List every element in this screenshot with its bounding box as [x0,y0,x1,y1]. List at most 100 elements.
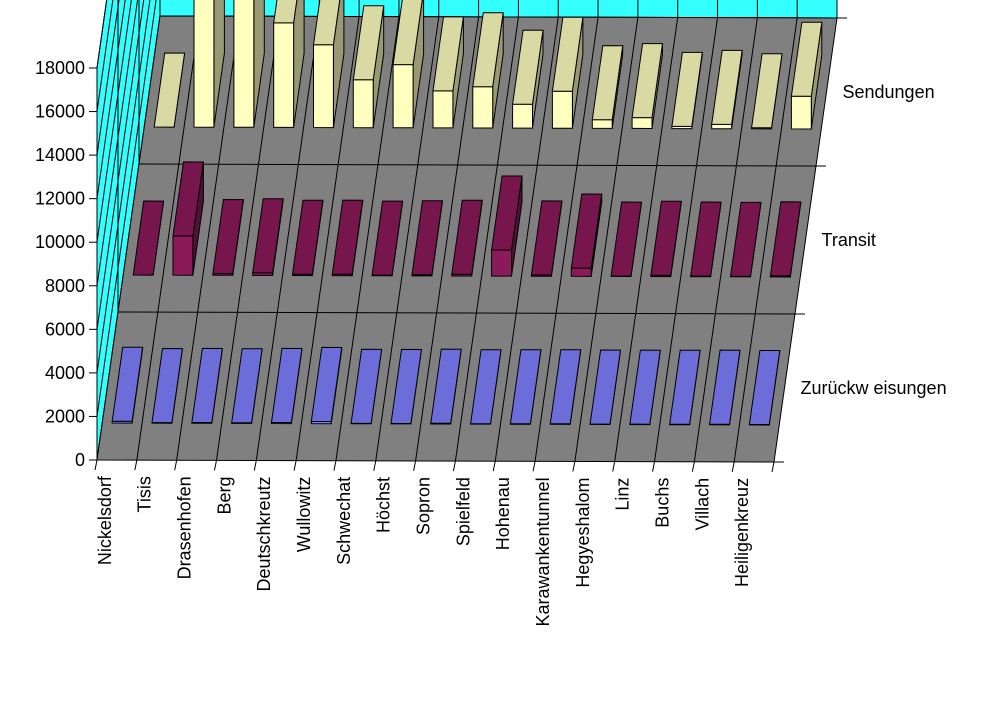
bar-top [631,43,664,119]
bar-transit-buchs [690,201,722,278]
value-gridline [96,0,139,286]
bar-zurückw-eisungen-deutschkreutz [270,347,303,425]
value-gridline [96,0,145,330]
series-label: Zurückw eisungen [801,378,947,398]
bar-transit-karawankentunnel [570,193,603,277]
bar-top [153,52,186,128]
bar-sendungen-heiligenkreuz [790,21,823,130]
y-tick-label: 10000 [35,232,85,252]
bar-transit-linz [650,200,682,278]
bar-top [252,198,284,274]
x-tick [413,460,417,472]
bar-top [711,49,743,125]
chart-bars [111,0,823,426]
bar-sendungen-tisis [193,0,225,128]
bar-top [411,200,443,276]
floor-gridline [534,17,599,462]
y-tick-label: 6000 [45,319,85,339]
bar-top [589,349,622,425]
x-tick [652,461,656,472]
bar-front [591,119,613,129]
bar-top [331,199,364,275]
bar-sendungen-hegyeshalom [631,43,664,130]
floor-gridline [494,17,559,462]
bar-sendungen-linz [671,51,703,130]
y-tick-label: 0 [75,450,85,470]
floor-gridline [693,17,758,462]
category-label: Linz [613,478,633,511]
bar-top [132,200,165,276]
bar-zurückw-eisungen-drasenhofen [191,347,223,424]
bar-transit-sopron [451,199,483,277]
floor-gridline [215,16,280,461]
bar-top [430,348,462,424]
bar-top [472,12,504,88]
bar-top [509,349,542,425]
category-label: Buchs [652,478,672,528]
bar-top [212,198,244,275]
bar-zurückw-eisungen-linz [629,349,661,426]
floor-gridline [136,16,201,461]
bar-top [629,349,661,425]
bar-zurückw-eisungen-höchst [390,348,422,425]
bar-zurückw-eisungen-karawankentunnel [549,349,582,425]
bar-transit-höchst [411,200,443,277]
bar-side [213,0,225,128]
x-tick [691,461,695,472]
x-tick [731,461,735,472]
bar-top [790,21,823,97]
bar-top [769,201,802,277]
chart-labels: 0 2000 4000 6000 8000 10000 12000 14000 16000 180… [35,58,947,627]
floor-gridline [138,163,817,167]
bar-sendungen-drasenhofen [233,0,265,128]
x-tick [333,460,337,471]
category-label: Heiligenkreuz [732,478,752,587]
bar-transit-drasenhofen [212,198,244,276]
x-tick [452,460,456,472]
bar-top [650,200,682,276]
bar-top [551,16,584,92]
bar-top [591,45,624,121]
category-label: Spielfeld [453,477,473,546]
floor-gridline [117,311,796,315]
bar-top [690,201,722,277]
bar-front [631,117,653,130]
floor-gridline [733,17,798,462]
bar-top [390,348,422,425]
y-tick-label: 16000 [35,102,85,122]
bar-zurückw-eisungen-villach [709,349,741,426]
floor-gridline [574,17,639,462]
value-gridline [96,0,126,199]
bar-top [549,349,582,425]
bar-zurückw-eisungen-sopron [430,348,462,425]
bar-front [172,235,194,276]
bar-top [671,51,703,127]
y-tick-label: 12000 [35,189,85,209]
x-tick [572,461,576,472]
bar-top [709,349,741,425]
category-label: Sopron [414,477,434,535]
value-gridline [96,0,132,243]
bar-sendungen-spielfeld [512,29,544,129]
bar-zurückw-eisungen-hohenau [509,349,542,425]
floor-gridline [295,16,360,461]
x-tick [293,460,297,471]
bar-sendungen-villach [751,53,783,130]
bar-top [310,346,343,423]
bar-top [231,348,263,424]
floor-gridline [454,16,519,462]
bar-front [313,44,334,129]
bar-sendungen-sopron [472,12,504,129]
bar-top [530,200,563,276]
bar-transit-tisis [172,161,204,276]
bar-zurückw-eisungen-berg [231,348,263,424]
category-label: Hohenau [493,477,513,550]
bar-sendungen-schwechat [392,0,425,129]
x-tick [612,461,616,472]
bar-front [233,0,255,128]
bar-front [790,95,812,130]
value-gridline [96,0,120,156]
category-label: Drasenhofen [175,476,195,579]
chart-axes [89,17,847,473]
